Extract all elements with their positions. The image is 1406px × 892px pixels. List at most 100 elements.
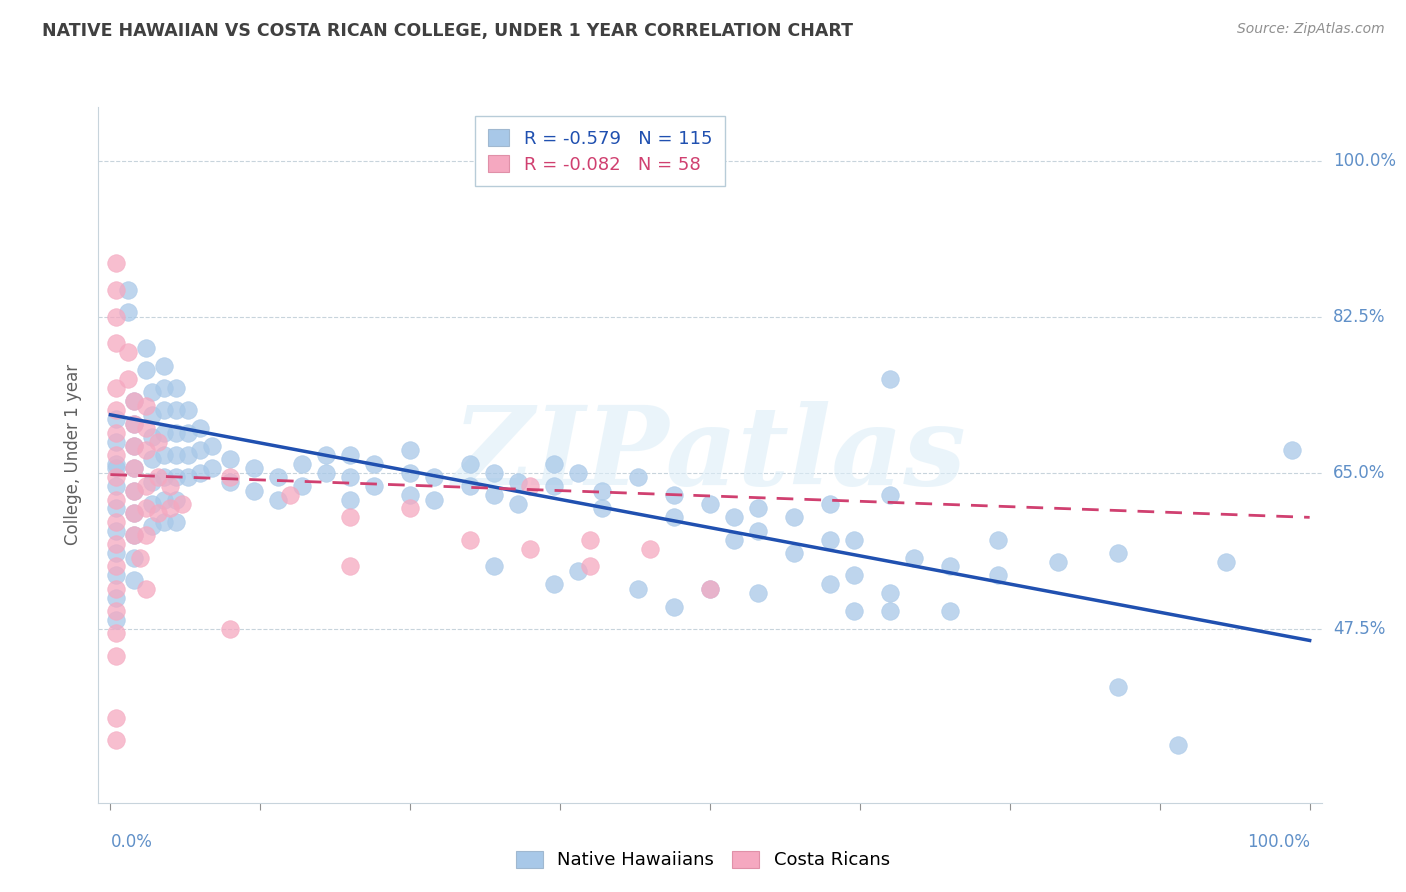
Point	[747, 501, 769, 516]
Point	[399, 501, 422, 516]
Point	[105, 403, 128, 417]
Point	[482, 466, 505, 480]
Point	[458, 533, 481, 547]
Point	[124, 439, 146, 453]
Point	[291, 457, 314, 471]
Point	[105, 461, 128, 475]
Point	[243, 483, 266, 498]
Point	[458, 457, 481, 471]
Point	[177, 470, 200, 484]
Point	[105, 711, 128, 725]
Point	[519, 541, 541, 556]
Point	[842, 533, 865, 547]
Point	[879, 372, 901, 386]
Point	[124, 439, 146, 453]
Point	[141, 430, 163, 444]
Point	[153, 359, 176, 373]
Point	[219, 622, 242, 636]
Point	[243, 461, 266, 475]
Point	[172, 497, 194, 511]
Point	[105, 479, 128, 493]
Point	[399, 466, 422, 480]
Point	[458, 479, 481, 493]
Point	[267, 470, 290, 484]
Point	[177, 403, 200, 417]
Point	[117, 283, 139, 297]
Point	[105, 492, 128, 507]
Point	[1167, 738, 1189, 752]
Point	[105, 256, 128, 270]
Point	[105, 604, 128, 618]
Point	[879, 586, 901, 600]
Point	[165, 448, 187, 462]
Point	[627, 582, 650, 596]
Point	[363, 479, 385, 493]
Point	[399, 443, 422, 458]
Point	[124, 528, 146, 542]
Point	[105, 515, 128, 529]
Point	[148, 470, 170, 484]
Point	[818, 533, 841, 547]
Point	[105, 546, 128, 560]
Point	[747, 524, 769, 538]
Text: ZIPatlas: ZIPatlas	[453, 401, 967, 508]
Point	[219, 470, 242, 484]
Point	[105, 381, 128, 395]
Point	[135, 421, 157, 435]
Point	[177, 448, 200, 462]
Point	[124, 461, 146, 475]
Point	[165, 492, 187, 507]
Point	[153, 492, 176, 507]
Point	[177, 425, 200, 440]
Point	[105, 448, 128, 462]
Point	[879, 488, 901, 502]
Point	[105, 470, 128, 484]
Point	[543, 457, 565, 471]
Point	[135, 443, 157, 458]
Point	[141, 385, 163, 400]
Point	[363, 457, 385, 471]
Point	[638, 541, 661, 556]
Text: NATIVE HAWAIIAN VS COSTA RICAN COLLEGE, UNDER 1 YEAR CORRELATION CHART: NATIVE HAWAIIAN VS COSTA RICAN COLLEGE, …	[42, 22, 853, 40]
Point	[105, 524, 128, 538]
Point	[124, 461, 146, 475]
Point	[141, 452, 163, 467]
Point	[508, 497, 530, 511]
Point	[153, 470, 176, 484]
Point	[987, 533, 1010, 547]
Point	[105, 559, 128, 574]
Point	[591, 501, 613, 516]
Point	[423, 470, 446, 484]
Point	[339, 510, 361, 524]
Point	[188, 466, 211, 480]
Point	[278, 488, 301, 502]
Point	[818, 577, 841, 591]
Point	[105, 310, 128, 324]
Point	[201, 439, 224, 453]
Point	[124, 417, 146, 431]
Point	[105, 336, 128, 351]
Point	[783, 510, 806, 524]
Text: 0.0%: 0.0%	[111, 833, 152, 851]
Point	[153, 515, 176, 529]
Point	[699, 497, 721, 511]
Point	[1046, 555, 1069, 569]
Point	[879, 604, 901, 618]
Point	[783, 546, 806, 560]
Point	[219, 452, 242, 467]
Point	[519, 479, 541, 493]
Point	[148, 506, 170, 520]
Point	[135, 479, 157, 493]
Point	[124, 550, 146, 565]
Point	[291, 479, 314, 493]
Point	[842, 604, 865, 618]
Point	[141, 497, 163, 511]
Point	[699, 582, 721, 596]
Point	[124, 483, 146, 498]
Point	[699, 582, 721, 596]
Point	[339, 470, 361, 484]
Point	[105, 425, 128, 440]
Text: 100.0%: 100.0%	[1247, 833, 1309, 851]
Point	[818, 497, 841, 511]
Point	[153, 448, 176, 462]
